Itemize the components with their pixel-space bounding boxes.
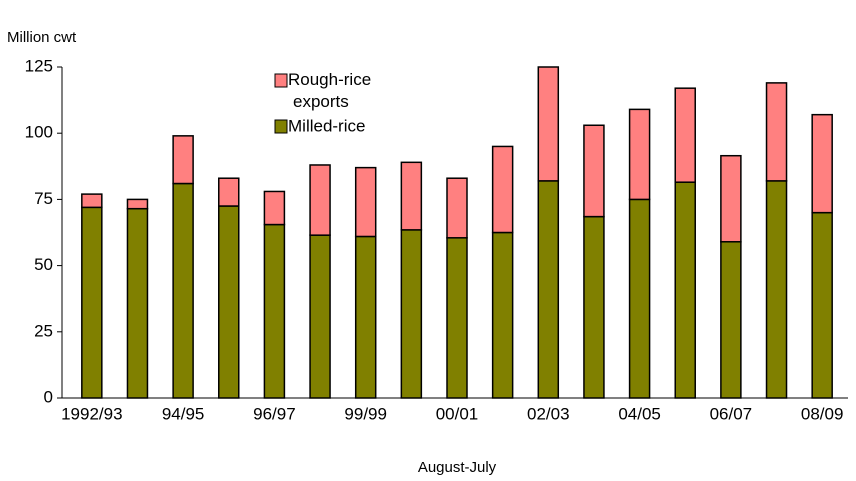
bar-segment xyxy=(354,166,377,238)
x-axis-label: August-July xyxy=(418,459,497,476)
bar-segment xyxy=(172,135,194,185)
x-tick-label: 96/97 xyxy=(253,404,296,423)
x-tick-label: 06/07 xyxy=(710,404,753,423)
bar-segment xyxy=(491,231,514,399)
x-tick-label: 08/09 xyxy=(801,404,844,423)
bar-segment xyxy=(537,180,560,399)
bar-segment xyxy=(583,215,605,399)
y-tick-label: 0 xyxy=(44,387,53,406)
bar-segment xyxy=(720,154,742,243)
y-tick-label: 25 xyxy=(34,321,53,340)
bar-segment xyxy=(172,182,194,399)
x-tick-label: 99/99 xyxy=(344,404,387,423)
bar-segment xyxy=(218,205,240,399)
bar-segment xyxy=(263,223,286,399)
bar-segment xyxy=(446,237,468,399)
y-tick-label: 100 xyxy=(25,123,53,142)
y-tick-label: 75 xyxy=(34,189,53,208)
x-tick-label: 02/03 xyxy=(527,404,570,423)
x-tick-label: 1992/93 xyxy=(61,404,122,423)
bar-segment xyxy=(309,164,331,236)
y-tick-label: 125 xyxy=(25,56,53,75)
bar-segment xyxy=(628,108,651,201)
bar-segment xyxy=(218,177,240,207)
bar-segment xyxy=(81,206,103,399)
x-tick-label: 04/05 xyxy=(618,404,661,423)
legend-label: Milled-rice xyxy=(288,116,365,135)
legend-swatch xyxy=(274,73,288,88)
x-tick-label: 00/01 xyxy=(436,404,479,423)
bar-segment xyxy=(491,145,514,234)
bar-segment xyxy=(400,161,423,231)
bar-segment xyxy=(583,124,605,218)
bar-segment xyxy=(263,190,286,226)
legend-swatch xyxy=(274,119,288,134)
bar-segment xyxy=(811,211,833,399)
bar-segment xyxy=(446,177,468,239)
legend-label: Rough-rice exports xyxy=(288,70,371,111)
bar-segment xyxy=(309,234,331,399)
x-tick-label: 94/95 xyxy=(162,404,205,423)
bar-segment xyxy=(537,66,560,182)
y-axis-label: Million cwt xyxy=(7,29,77,46)
bar-segment xyxy=(628,198,651,399)
bar-segment xyxy=(126,198,149,210)
bar-segment xyxy=(674,87,696,183)
bar-segment xyxy=(765,180,788,399)
y-tick-label: 50 xyxy=(34,255,53,274)
bar-segment xyxy=(400,229,423,399)
bar-segment xyxy=(354,235,377,399)
bar-segment xyxy=(674,181,696,399)
bar-segment xyxy=(81,193,103,209)
bar-segment xyxy=(720,241,742,399)
bar-segment xyxy=(811,113,833,214)
bar-segment xyxy=(126,207,149,399)
bar-segment xyxy=(765,82,788,182)
